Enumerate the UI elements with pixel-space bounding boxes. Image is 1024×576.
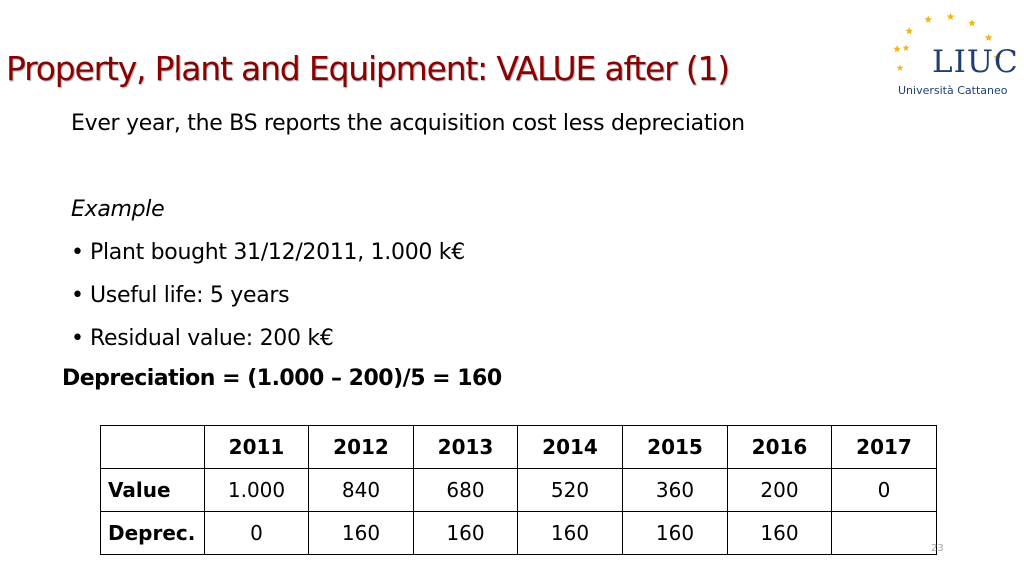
example-label: Example [71, 197, 165, 222]
table-header-row: 2011 2012 2013 2014 2015 2016 2017 [100, 425, 937, 469]
bullet-text: Plant bought 31/12/2011, 1.000 k€ [90, 240, 465, 265]
logo-star-icon [968, 19, 976, 27]
table-header-cell: 2017 [831, 425, 937, 469]
bullet-item-purchase: • Plant bought 31/12/2011, 1.000 k€ [71, 240, 465, 265]
table-header-cell: 2014 [517, 425, 623, 469]
bullet-icon: • [71, 326, 84, 351]
table-cell: 160 [308, 511, 414, 555]
table-cell: 520 [517, 468, 623, 512]
logo-star-icon [902, 44, 910, 51]
logo-star-icon [984, 33, 993, 41]
star-arc-icon [893, 12, 1002, 71]
table-header-cell: 2016 [727, 425, 832, 469]
table-cell: 160 [622, 511, 728, 555]
logo-star-icon [896, 64, 904, 71]
table-cell: 840 [308, 468, 414, 512]
table-cell: 0 [831, 468, 937, 512]
logo-star-icon [946, 12, 955, 21]
logo-star-icon [893, 45, 901, 53]
table-cell: 680 [413, 468, 518, 512]
bullet-text: Useful life: 5 years [90, 283, 290, 308]
logo-star-icon [924, 15, 933, 23]
table-cell: 160 [413, 511, 518, 555]
liuc-logo: LIUC Università Cattaneo [874, 8, 1018, 102]
depreciation-formula: Depreciation = (1.000 – 200)/5 = 160 [62, 366, 502, 391]
bullet-text: Residual value: 200 k€ [90, 326, 334, 351]
logo-subtitle: Università Cattaneo [898, 84, 1008, 97]
intro-text: Ever year, the BS reports the acquisitio… [71, 111, 745, 136]
table-header-cell: 2012 [308, 425, 414, 469]
table-row-value: Value 1.000 840 680 520 360 200 0 [100, 468, 937, 512]
table-cell: 1.000 [204, 468, 309, 512]
table-row-deprec: Deprec. 0 160 160 160 160 160 [100, 511, 937, 555]
bullet-item-residual-value: • Residual value: 200 k€ [71, 326, 334, 351]
logo-name: LIUC [932, 44, 1019, 80]
bullet-icon: • [71, 283, 84, 308]
table-cell: 200 [727, 468, 832, 512]
depreciation-table: 2011 2012 2013 2014 2015 2016 2017 Value… [100, 425, 937, 555]
bullet-item-useful-life: • Useful life: 5 years [71, 283, 290, 308]
table-header-cell: 2013 [413, 425, 518, 469]
table-cell: 360 [622, 468, 728, 512]
table-header-cell [100, 425, 205, 469]
table-cell: 160 [517, 511, 623, 555]
table-row-label: Deprec. [100, 511, 205, 555]
table-cell: 0 [204, 511, 309, 555]
table-header-cell: 2011 [204, 425, 309, 469]
table-header-cell: 2015 [622, 425, 728, 469]
logo-star-icon [993, 53, 1002, 61]
logo-star-icon [905, 27, 914, 35]
table-row-label: Value [100, 468, 205, 512]
bullet-icon: • [71, 240, 84, 265]
table-cell [831, 511, 937, 555]
table-cell: 160 [727, 511, 832, 555]
slide-title: Property, Plant and Equipment: VALUE aft… [6, 49, 730, 88]
page-number: 23 [931, 543, 944, 554]
